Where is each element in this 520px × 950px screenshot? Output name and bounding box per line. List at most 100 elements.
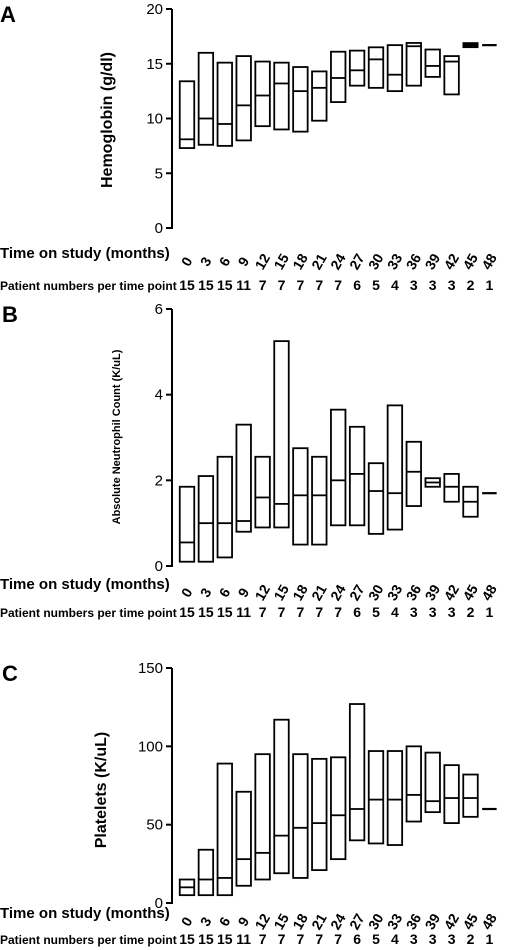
x-tick-label-b: 36 [403,582,425,604]
data-box-c [424,751,441,814]
panel-letter-b: B [2,302,18,327]
patient-count-c: 2 [467,931,475,947]
patients-row-label-b: Patient numbers per time point [0,606,177,620]
x-tick-label-a: 12 [251,251,273,273]
patient-count-a: 15 [179,277,195,293]
x-tick-label-a: 48 [478,251,500,273]
patient-count-b: 1 [486,604,494,620]
data-box-a [386,44,404,93]
data-box-c [405,745,422,823]
x-tick-label-c: 33 [384,911,406,933]
patient-count-a: 3 [448,277,456,293]
x-tick-label-b: 21 [308,582,330,604]
patient-count-a: 5 [372,277,380,293]
data-box-c [216,762,233,897]
y-tick-label-b: 0 [155,558,163,575]
patient-count-c: 4 [391,931,399,947]
data-box-a [292,66,309,133]
x-tick-label-b: 15 [270,582,292,604]
data-box-b [330,408,347,527]
data-box-a [254,60,271,128]
data-box-a [367,46,385,89]
patient-count-a: 3 [429,277,437,293]
x-tick-label-b: 30 [365,582,387,604]
y-tick-label-c: 100 [138,738,163,755]
data-box-b [386,404,404,531]
panel-letter-c: C [2,661,18,686]
x-tick-label-c: 3 [197,914,215,929]
patient-count-a: 1 [486,277,494,293]
data-box-a [311,70,328,122]
data-box-c [197,848,215,897]
data-box-a [197,51,215,146]
patient-count-a: 7 [259,277,267,293]
data-box-c [235,790,252,887]
x-tick-label-c: 18 [289,911,311,933]
patient-count-a: 7 [334,277,342,293]
x-tick-label-a: 15 [270,251,292,273]
x-tick-label-b: 3 [197,585,215,600]
x-tick-label-a: 45 [459,251,481,273]
patient-count-c: 7 [297,931,305,947]
x-tick-label-a: 0 [178,254,196,269]
y-tick-label-a: 5 [155,165,163,182]
data-box-a [273,61,290,131]
y-axis-label-a: Hemoglobin (g/dl) [99,52,116,188]
x-tick-label-b: 9 [234,585,252,600]
patient-count-a: 15 [217,277,233,293]
x-tick-label-a: 6 [216,254,234,269]
time-row-label-b: Time on study (months) [0,576,170,593]
y-tick-label-c: 50 [146,817,163,834]
time-row-label-a: Time on study (months) [0,245,170,262]
patient-count-b: 3 [410,604,418,620]
data-box-c [311,757,328,871]
x-tick-label-a: 33 [384,251,406,273]
data-box-a [443,55,460,96]
x-tick-label-a: 21 [308,251,330,273]
patient-count-b: 15 [217,604,233,620]
patient-count-a: 3 [410,277,418,293]
data-box-a [405,42,422,87]
data-box-c [386,750,404,846]
patients-row-label-c: Patient numbers per time point [0,933,177,947]
patient-count-b: 7 [297,604,305,620]
data-box-c [292,753,309,879]
data-box-a [424,48,441,78]
y-tick-label-a: 10 [146,111,163,128]
patient-count-a: 7 [278,277,286,293]
patient-count-c: 5 [372,931,380,947]
x-tick-label-a: 18 [289,251,311,273]
data-box-c [273,718,290,875]
patient-count-c: 6 [353,931,361,947]
x-tick-label-c: 27 [346,911,368,933]
patient-count-c: 15 [217,931,233,947]
patient-count-c: 11 [236,931,251,947]
y-tick-label-b: 4 [155,387,163,404]
x-tick-label-c: 30 [365,911,387,933]
patient-count-b: 6 [353,604,361,620]
data-box-a [235,55,252,142]
y-tick-label-a: 20 [146,1,163,18]
data-box-c [348,703,366,842]
patient-count-a: 15 [198,277,214,293]
data-box-b [235,423,252,533]
data-box-b [216,455,233,559]
y-tick-label-b: 6 [155,301,163,318]
patient-count-c: 7 [334,931,342,947]
y-tick-label-c: 150 [138,660,163,677]
data-box-b [443,473,460,503]
patient-count-c: 15 [198,931,214,947]
patient-count-b: 5 [372,604,380,620]
x-tick-label-b: 6 [216,585,234,600]
x-tick-label-b: 42 [440,582,462,604]
y-tick-label-c: 0 [155,895,163,912]
x-tick-label-b: 33 [384,582,406,604]
data-box-a [462,42,479,49]
patient-count-c: 3 [410,931,418,947]
patient-count-b: 2 [467,604,475,620]
patient-count-a: 6 [353,277,361,293]
x-tick-label-c: 36 [403,911,425,933]
x-tick-label-b: 12 [251,582,273,604]
x-tick-label-a: 42 [440,251,462,273]
